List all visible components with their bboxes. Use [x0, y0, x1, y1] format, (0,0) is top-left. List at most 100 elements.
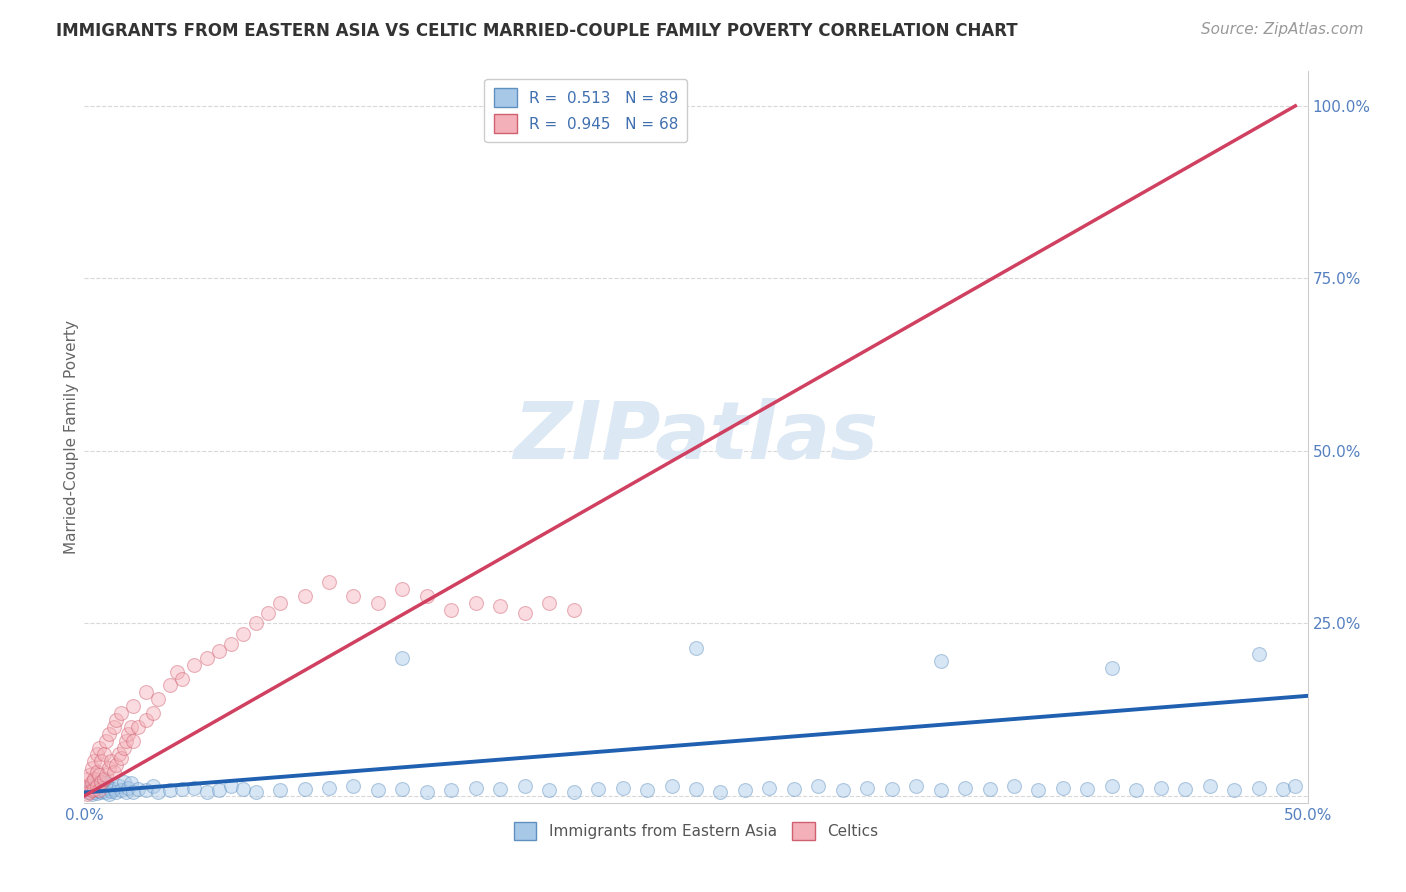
Point	[783, 782, 806, 797]
Point	[110, 751, 132, 765]
Point	[538, 596, 561, 610]
Point	[96, 733, 118, 747]
Point	[76, 782, 98, 797]
Point	[76, 787, 98, 801]
Point	[685, 782, 707, 797]
Point	[107, 779, 129, 793]
Point	[87, 784, 110, 798]
Point	[929, 783, 952, 797]
Point	[367, 596, 389, 610]
Point	[440, 602, 463, 616]
Point	[97, 761, 120, 775]
Point	[86, 786, 108, 800]
Point	[76, 772, 98, 786]
Point	[661, 779, 683, 793]
Point	[159, 678, 181, 692]
Point	[146, 692, 169, 706]
Point	[489, 782, 512, 797]
Point	[195, 651, 218, 665]
Point	[183, 657, 205, 672]
Point	[83, 772, 105, 786]
Point	[83, 782, 105, 797]
Point	[77, 785, 100, 799]
Point	[1198, 779, 1220, 793]
Point	[294, 589, 316, 603]
Point	[166, 665, 188, 679]
Point	[232, 626, 254, 640]
Point	[103, 764, 125, 779]
Point	[416, 589, 439, 603]
Point	[1101, 779, 1123, 793]
Point	[127, 782, 149, 797]
Point	[90, 755, 112, 769]
Point	[538, 783, 561, 797]
Point	[391, 782, 413, 797]
Point	[93, 772, 115, 786]
Point	[135, 783, 157, 797]
Point	[440, 783, 463, 797]
Point	[87, 740, 110, 755]
Point	[831, 783, 853, 797]
Point	[269, 596, 291, 610]
Point	[416, 785, 439, 799]
Point	[122, 699, 145, 714]
Point	[294, 782, 316, 797]
Point	[513, 779, 536, 793]
Point	[107, 747, 129, 762]
Point	[117, 727, 139, 741]
Point	[562, 785, 585, 799]
Point	[685, 640, 707, 655]
Point	[172, 782, 194, 797]
Point	[80, 783, 103, 797]
Point	[87, 775, 110, 789]
Point	[120, 720, 142, 734]
Point	[117, 780, 139, 795]
Point	[880, 782, 903, 797]
Point	[758, 780, 780, 795]
Point	[367, 783, 389, 797]
Point	[1247, 648, 1270, 662]
Point	[105, 785, 128, 799]
Point	[734, 783, 756, 797]
Point	[77, 780, 100, 795]
Point	[87, 768, 110, 782]
Text: Source: ZipAtlas.com: Source: ZipAtlas.com	[1201, 22, 1364, 37]
Y-axis label: Married-Couple Family Poverty: Married-Couple Family Poverty	[63, 320, 79, 554]
Point	[172, 672, 194, 686]
Point	[76, 785, 98, 799]
Point	[90, 785, 112, 799]
Point	[1002, 779, 1025, 793]
Point	[93, 747, 115, 762]
Point	[86, 764, 108, 779]
Point	[97, 780, 120, 795]
Point	[709, 785, 731, 799]
Point	[195, 785, 218, 799]
Point	[245, 616, 267, 631]
Point	[112, 775, 135, 789]
Point	[342, 589, 364, 603]
Point	[807, 779, 830, 793]
Point	[97, 787, 120, 801]
Point	[929, 654, 952, 668]
Point	[953, 780, 976, 795]
Point	[80, 761, 103, 775]
Point	[97, 727, 120, 741]
Point	[83, 776, 105, 790]
Point	[257, 606, 280, 620]
Point	[219, 637, 242, 651]
Point	[1076, 782, 1098, 797]
Point	[105, 757, 128, 772]
Point	[391, 582, 413, 596]
Point	[83, 755, 105, 769]
Point	[110, 783, 132, 797]
Point	[115, 785, 138, 799]
Point	[1052, 780, 1074, 795]
Point	[135, 713, 157, 727]
Point	[80, 775, 103, 789]
Point	[77, 779, 100, 793]
Point	[905, 779, 928, 793]
Point	[120, 776, 142, 790]
Point	[93, 772, 115, 786]
Point	[318, 780, 340, 795]
Point	[1028, 783, 1050, 797]
